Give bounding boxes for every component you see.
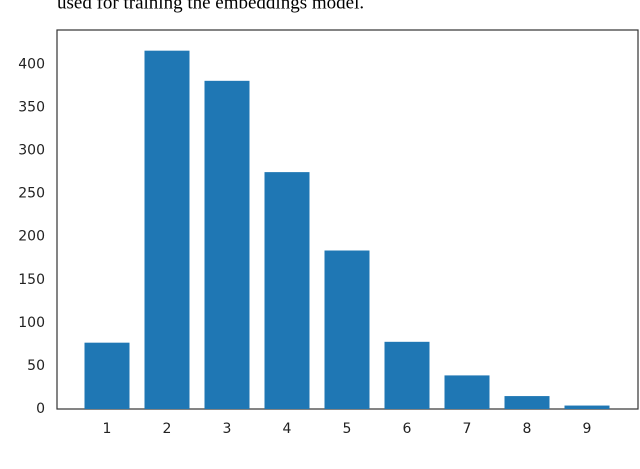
y-tick-label: 350: [18, 100, 45, 116]
y-tick-label: 300: [18, 143, 45, 159]
y-tick-label: 250: [18, 186, 45, 202]
x-tick-label: 1: [103, 421, 112, 437]
bar: [384, 341, 430, 409]
y-tick-label: 100: [18, 315, 45, 331]
bar: [324, 250, 370, 409]
bar: [564, 405, 610, 409]
x-tick-label: 5: [343, 421, 352, 437]
x-tick-label: 8: [523, 421, 532, 437]
bar: [444, 375, 490, 409]
x-tick-label: 3: [223, 421, 232, 437]
bar: [504, 396, 550, 409]
bar: [144, 50, 190, 409]
y-tick-label: 50: [27, 358, 45, 374]
y-tick-label: 150: [18, 272, 45, 288]
x-tick-label: 4: [283, 421, 292, 437]
y-tick-label: 400: [18, 56, 45, 72]
x-tick-label: 6: [403, 421, 412, 437]
x-tick-label: 2: [163, 421, 172, 437]
caption-fragment: used for training the embeddings model.: [57, 0, 364, 13]
x-tick-label: 9: [583, 421, 592, 437]
y-tick-label: 0: [36, 401, 45, 417]
bar: [84, 342, 130, 409]
y-tick-label: 200: [18, 229, 45, 245]
bar: [204, 80, 250, 409]
bar: [264, 172, 310, 409]
x-tick-label: 7: [463, 421, 472, 437]
